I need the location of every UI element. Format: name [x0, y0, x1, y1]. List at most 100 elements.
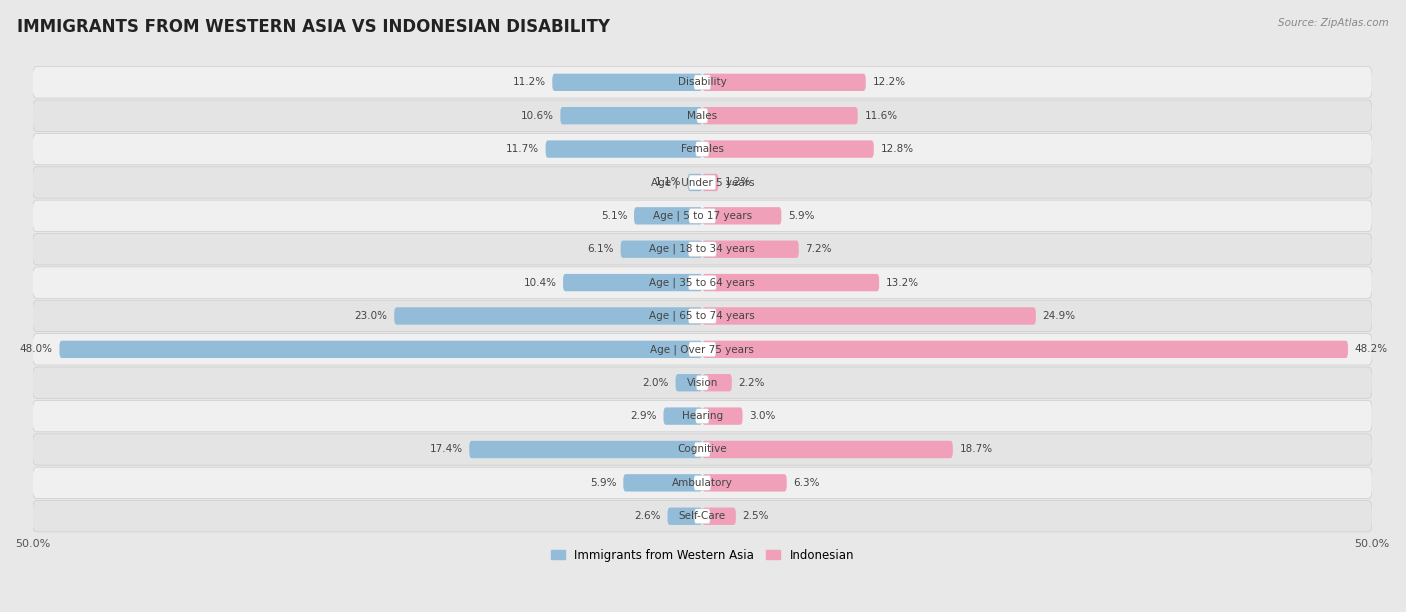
FancyBboxPatch shape	[32, 367, 1372, 398]
Text: Age | 18 to 34 years: Age | 18 to 34 years	[650, 244, 755, 255]
FancyBboxPatch shape	[703, 241, 799, 258]
FancyBboxPatch shape	[696, 409, 709, 424]
Text: 11.7%: 11.7%	[506, 144, 538, 154]
Text: 24.9%: 24.9%	[1042, 311, 1076, 321]
Text: 1.2%: 1.2%	[725, 177, 752, 187]
FancyBboxPatch shape	[696, 142, 709, 157]
FancyBboxPatch shape	[703, 507, 735, 525]
Text: 1.1%: 1.1%	[654, 177, 681, 187]
Text: Females: Females	[681, 144, 724, 154]
FancyBboxPatch shape	[697, 108, 707, 123]
FancyBboxPatch shape	[675, 374, 703, 392]
FancyBboxPatch shape	[689, 275, 717, 290]
FancyBboxPatch shape	[689, 242, 717, 256]
FancyBboxPatch shape	[32, 400, 1372, 432]
FancyBboxPatch shape	[32, 67, 1372, 98]
Text: 23.0%: 23.0%	[354, 311, 388, 321]
FancyBboxPatch shape	[703, 107, 858, 124]
Text: Self-Care: Self-Care	[679, 511, 725, 521]
FancyBboxPatch shape	[32, 300, 1372, 332]
Text: Source: ZipAtlas.com: Source: ZipAtlas.com	[1278, 18, 1389, 28]
Text: 5.1%: 5.1%	[600, 211, 627, 221]
FancyBboxPatch shape	[32, 166, 1372, 198]
Text: 3.0%: 3.0%	[749, 411, 776, 421]
FancyBboxPatch shape	[562, 274, 703, 291]
Text: 10.4%: 10.4%	[523, 278, 557, 288]
FancyBboxPatch shape	[689, 175, 716, 190]
FancyBboxPatch shape	[32, 501, 1372, 532]
FancyBboxPatch shape	[32, 100, 1372, 132]
Text: 6.1%: 6.1%	[588, 244, 614, 254]
Text: 10.6%: 10.6%	[520, 111, 554, 121]
Text: 48.2%: 48.2%	[1354, 345, 1388, 354]
FancyBboxPatch shape	[32, 234, 1372, 265]
FancyBboxPatch shape	[695, 509, 710, 524]
Text: Ambulatory: Ambulatory	[672, 478, 733, 488]
Text: 48.0%: 48.0%	[20, 345, 52, 354]
Text: 6.3%: 6.3%	[793, 478, 820, 488]
Text: 2.2%: 2.2%	[738, 378, 765, 388]
Text: 2.6%: 2.6%	[634, 511, 661, 521]
Text: Age | Over 75 years: Age | Over 75 years	[651, 344, 754, 354]
FancyBboxPatch shape	[703, 441, 953, 458]
Text: 5.9%: 5.9%	[591, 478, 617, 488]
FancyBboxPatch shape	[620, 241, 703, 258]
FancyBboxPatch shape	[695, 476, 710, 490]
Text: Disability: Disability	[678, 77, 727, 88]
FancyBboxPatch shape	[695, 442, 710, 457]
FancyBboxPatch shape	[553, 73, 703, 91]
FancyBboxPatch shape	[32, 334, 1372, 365]
FancyBboxPatch shape	[703, 207, 782, 225]
FancyBboxPatch shape	[688, 174, 703, 191]
FancyBboxPatch shape	[703, 174, 718, 191]
FancyBboxPatch shape	[696, 375, 709, 390]
FancyBboxPatch shape	[32, 267, 1372, 298]
Text: 13.2%: 13.2%	[886, 278, 920, 288]
FancyBboxPatch shape	[32, 133, 1372, 165]
FancyBboxPatch shape	[703, 73, 866, 91]
Text: Age | 5 to 17 years: Age | 5 to 17 years	[652, 211, 752, 221]
Text: 12.8%: 12.8%	[880, 144, 914, 154]
FancyBboxPatch shape	[703, 408, 742, 425]
Text: 7.2%: 7.2%	[806, 244, 832, 254]
FancyBboxPatch shape	[689, 209, 716, 223]
Text: Males: Males	[688, 111, 717, 121]
Text: 2.5%: 2.5%	[742, 511, 769, 521]
FancyBboxPatch shape	[394, 307, 703, 324]
Text: 17.4%: 17.4%	[429, 444, 463, 455]
Text: 18.7%: 18.7%	[959, 444, 993, 455]
Text: Hearing: Hearing	[682, 411, 723, 421]
FancyBboxPatch shape	[32, 467, 1372, 499]
Legend: Immigrants from Western Asia, Indonesian: Immigrants from Western Asia, Indonesian	[546, 544, 859, 566]
FancyBboxPatch shape	[634, 207, 703, 225]
FancyBboxPatch shape	[703, 374, 731, 392]
FancyBboxPatch shape	[695, 75, 710, 90]
FancyBboxPatch shape	[668, 507, 703, 525]
FancyBboxPatch shape	[32, 200, 1372, 231]
FancyBboxPatch shape	[470, 441, 703, 458]
Text: Age | 35 to 64 years: Age | 35 to 64 years	[650, 277, 755, 288]
Text: 5.9%: 5.9%	[787, 211, 814, 221]
Text: Vision: Vision	[686, 378, 718, 388]
FancyBboxPatch shape	[703, 341, 1348, 358]
FancyBboxPatch shape	[561, 107, 703, 124]
FancyBboxPatch shape	[546, 140, 703, 158]
Text: Age | Under 5 years: Age | Under 5 years	[651, 177, 754, 188]
Text: 2.0%: 2.0%	[643, 378, 669, 388]
Text: IMMIGRANTS FROM WESTERN ASIA VS INDONESIAN DISABILITY: IMMIGRANTS FROM WESTERN ASIA VS INDONESI…	[17, 18, 610, 36]
FancyBboxPatch shape	[32, 434, 1372, 465]
FancyBboxPatch shape	[689, 342, 716, 357]
Text: 12.2%: 12.2%	[873, 77, 905, 88]
FancyBboxPatch shape	[703, 274, 879, 291]
FancyBboxPatch shape	[703, 307, 1036, 324]
Text: Age | 65 to 74 years: Age | 65 to 74 years	[650, 311, 755, 321]
Text: 11.6%: 11.6%	[865, 111, 897, 121]
FancyBboxPatch shape	[703, 140, 873, 158]
FancyBboxPatch shape	[59, 341, 703, 358]
Text: Cognitive: Cognitive	[678, 444, 727, 455]
Text: 2.9%: 2.9%	[630, 411, 657, 421]
Text: 11.2%: 11.2%	[513, 77, 546, 88]
FancyBboxPatch shape	[664, 408, 703, 425]
FancyBboxPatch shape	[623, 474, 703, 491]
FancyBboxPatch shape	[703, 474, 787, 491]
